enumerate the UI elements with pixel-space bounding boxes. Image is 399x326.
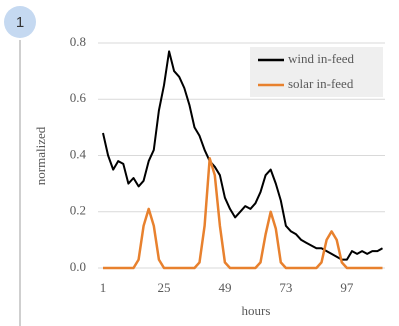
legend-box [250, 47, 383, 97]
y-tick-label: 0.4 [70, 146, 87, 161]
y-tick-label: 0.6 [70, 90, 87, 105]
x-tick-label: 1 [100, 280, 107, 295]
y-axis-label: normalized [33, 126, 48, 185]
series-line [102, 50, 383, 261]
panel-number: 1 [16, 14, 24, 31]
x-tick-label: 25 [157, 280, 170, 295]
legend-label: solar in-feed [288, 76, 354, 91]
x-tick-label: 97 [340, 280, 354, 295]
y-tick-label: 0.2 [70, 203, 86, 218]
x-tick-label: 73 [279, 280, 292, 295]
series-line [103, 157, 383, 270]
legend-label: wind in-feed [288, 51, 355, 66]
x-tick-label: 49 [218, 280, 231, 295]
x-axis-label: hours [242, 303, 271, 318]
y-tick-label: 0.0 [70, 259, 86, 274]
y-tick-label: 0.8 [70, 34, 86, 49]
panel-badge [4, 6, 36, 38]
